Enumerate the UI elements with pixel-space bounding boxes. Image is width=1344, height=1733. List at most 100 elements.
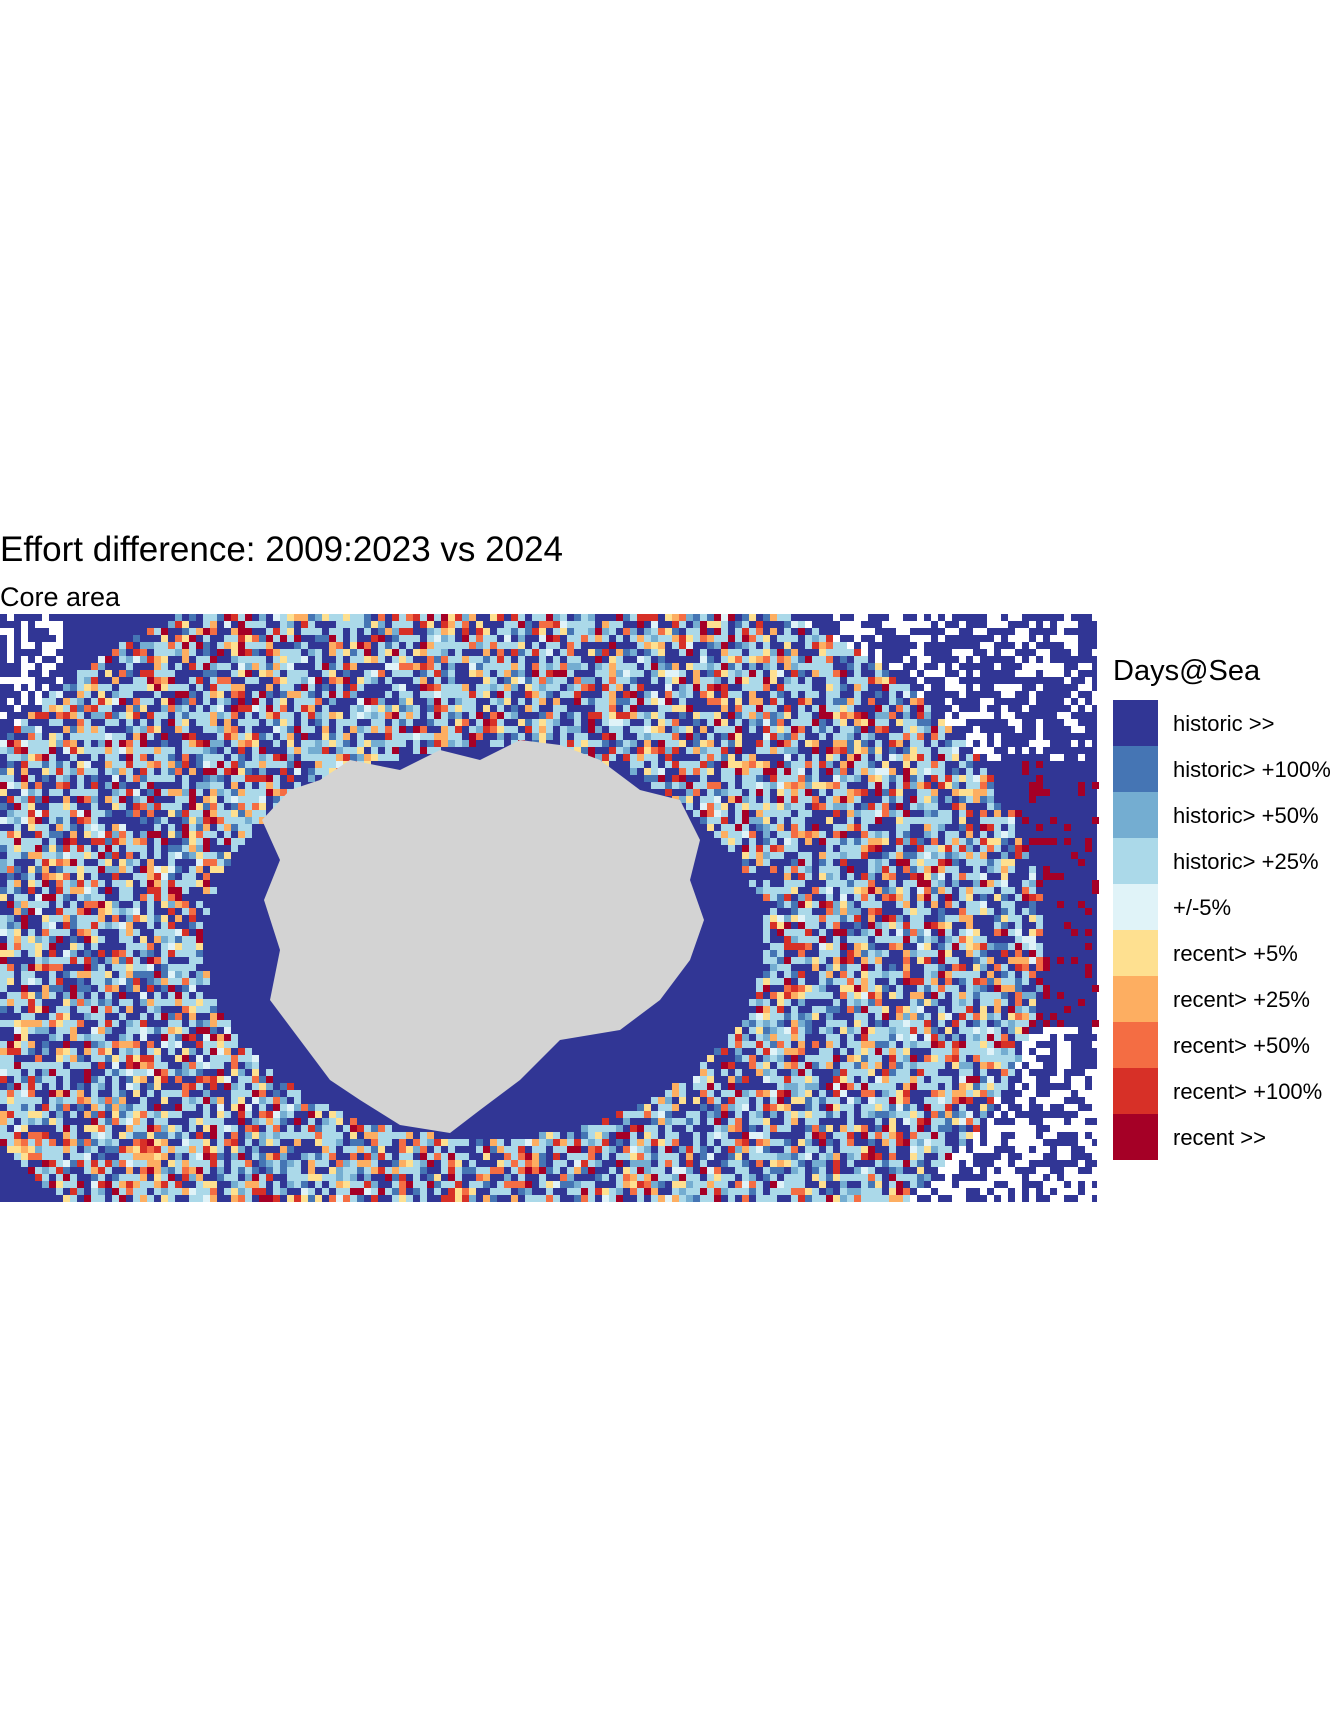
effort-cell	[1085, 1090, 1092, 1097]
effort-cell	[91, 775, 98, 782]
effort-cell	[245, 803, 252, 810]
effort-cell	[665, 663, 672, 670]
effort-cell	[784, 726, 791, 733]
effort-cell	[700, 1083, 707, 1090]
effort-cell	[973, 936, 980, 943]
effort-cell	[721, 649, 728, 656]
effort-cell	[896, 1097, 903, 1104]
effort-cell	[896, 922, 903, 929]
effort-cell	[588, 684, 595, 691]
effort-cell	[602, 733, 609, 740]
effort-cell	[196, 957, 203, 964]
effort-cell	[980, 873, 987, 880]
effort-cell	[700, 1104, 707, 1111]
effort-cell	[889, 740, 896, 747]
effort-cell	[217, 789, 224, 796]
effort-cell	[119, 831, 126, 838]
effort-cell	[119, 1097, 126, 1104]
effort-cell	[609, 719, 616, 726]
effort-cell	[245, 1055, 252, 1062]
effort-cell	[49, 733, 56, 740]
effort-cell	[91, 929, 98, 936]
effort-cell	[259, 691, 266, 698]
effort-cell	[833, 922, 840, 929]
effort-cell	[70, 1097, 77, 1104]
effort-cell	[868, 915, 875, 922]
effort-cell	[105, 768, 112, 775]
effort-cell	[826, 964, 833, 971]
effort-cell	[770, 747, 777, 754]
effort-cell	[14, 838, 21, 845]
effort-cell	[189, 698, 196, 705]
effort-cell	[539, 670, 546, 677]
effort-cell	[364, 705, 371, 712]
effort-cell	[189, 880, 196, 887]
effort-cell	[469, 698, 476, 705]
effort-cell	[98, 1048, 105, 1055]
effort-cell	[819, 943, 826, 950]
effort-cell	[469, 740, 476, 747]
effort-cell	[791, 1069, 798, 1076]
effort-cell	[28, 1006, 35, 1013]
effort-cell	[105, 810, 112, 817]
effort-cell	[77, 880, 84, 887]
effort-cell	[448, 691, 455, 698]
effort-cell	[98, 712, 105, 719]
effort-cell	[217, 1097, 224, 1104]
effort-cell	[882, 852, 889, 859]
effort-cell	[714, 789, 721, 796]
effort-cell	[952, 992, 959, 999]
effort-cell	[686, 642, 693, 649]
effort-cell	[406, 670, 413, 677]
effort-cell	[896, 943, 903, 950]
effort-cell	[819, 985, 826, 992]
effort-cell	[14, 1027, 21, 1034]
effort-cell	[1015, 852, 1022, 859]
effort-cell	[973, 670, 980, 677]
effort-cell	[84, 1097, 91, 1104]
effort-cell	[126, 747, 133, 754]
effort-cell	[567, 691, 574, 698]
effort-cell	[854, 726, 861, 733]
effort-cell	[763, 922, 770, 929]
effort-cell	[385, 642, 392, 649]
effort-cell	[189, 831, 196, 838]
effort-cell	[756, 999, 763, 1006]
effort-cell	[854, 747, 861, 754]
effort-cell	[868, 957, 875, 964]
effort-cell	[518, 733, 525, 740]
effort-cell	[112, 712, 119, 719]
effort-cell	[210, 866, 217, 873]
effort-cell	[245, 677, 252, 684]
effort-cell	[945, 929, 952, 936]
effort-cell	[791, 796, 798, 803]
effort-cell	[903, 747, 910, 754]
effort-cell	[119, 992, 126, 999]
effort-cell	[343, 740, 350, 747]
effort-cell	[231, 782, 238, 789]
effort-cell	[231, 810, 238, 817]
effort-cell	[308, 1104, 315, 1111]
effort-cell	[210, 677, 217, 684]
effort-cell	[987, 1013, 994, 1020]
effort-cell	[245, 782, 252, 789]
effort-cell	[126, 831, 133, 838]
effort-cell	[924, 1083, 931, 1090]
effort-cell	[147, 894, 154, 901]
effort-cell	[847, 901, 854, 908]
effort-cell	[21, 999, 28, 1006]
effort-cell	[112, 1083, 119, 1090]
effort-cell	[756, 1048, 763, 1055]
effort-cell	[196, 922, 203, 929]
effort-cell	[189, 677, 196, 684]
effort-cell	[770, 1013, 777, 1020]
effort-cell	[238, 824, 245, 831]
effort-cell	[98, 705, 105, 712]
effort-cell	[812, 1006, 819, 1013]
effort-cell	[889, 1097, 896, 1104]
effort-cell	[833, 614, 840, 621]
effort-cell	[973, 1041, 980, 1048]
effort-cell	[357, 747, 364, 754]
effort-cell	[56, 1027, 63, 1034]
effort-cell	[35, 1055, 42, 1062]
